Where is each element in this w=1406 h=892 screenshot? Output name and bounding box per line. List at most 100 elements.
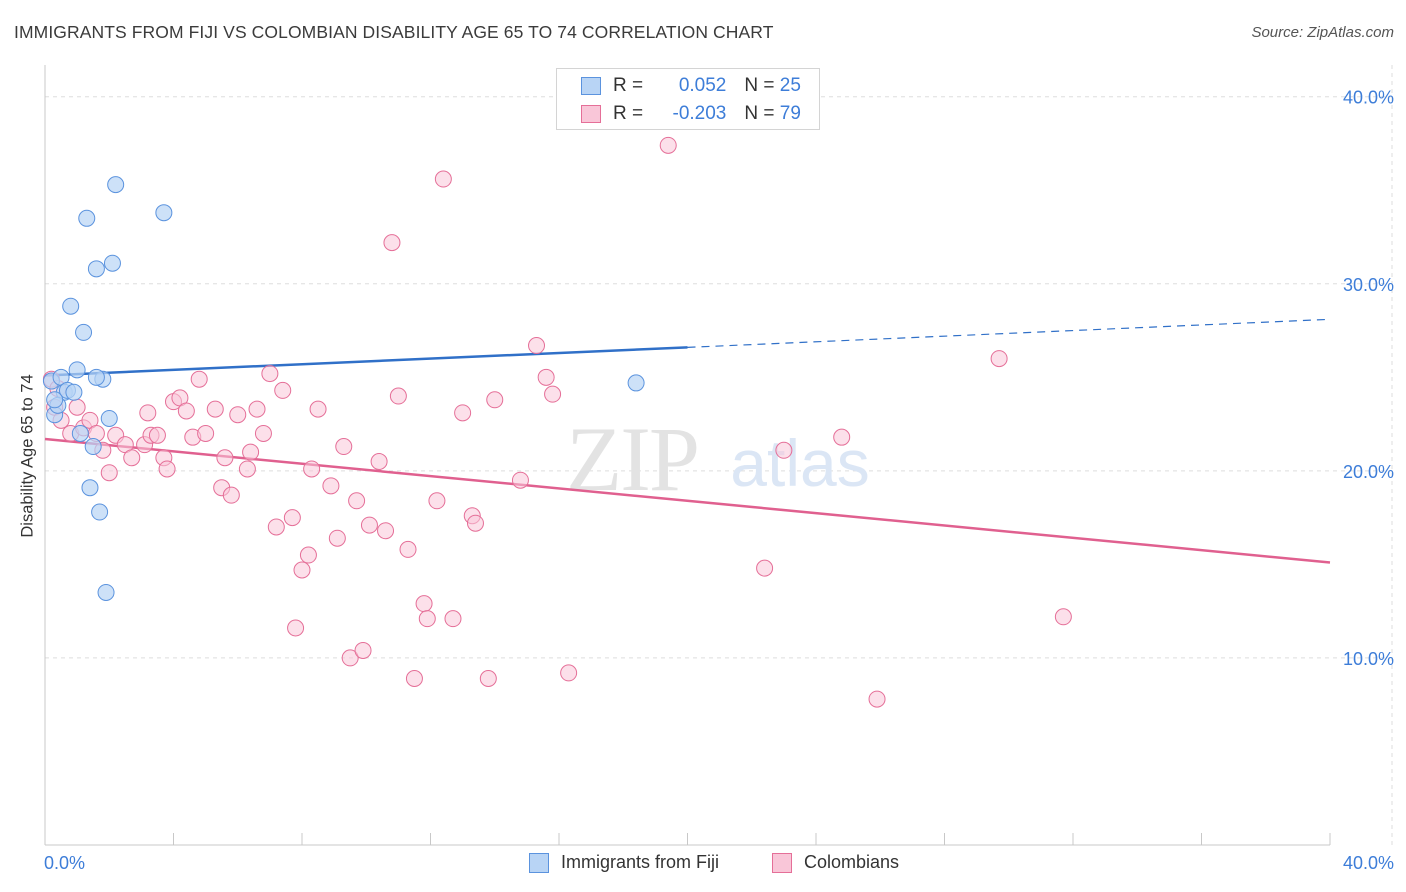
colombians-point <box>322 477 340 495</box>
colombians-point <box>254 424 272 442</box>
colombians-point <box>1054 608 1072 626</box>
n-value: 79 <box>779 103 801 124</box>
watermark-zip: ZIP <box>566 408 698 510</box>
colombians-point <box>242 443 260 461</box>
colombians-point <box>335 438 353 456</box>
colombians-point <box>990 350 1008 368</box>
colombians-point <box>537 368 555 386</box>
colombians-point <box>177 402 195 420</box>
fiji-point <box>84 438 102 456</box>
colombians-point <box>190 370 208 388</box>
y-tick-label: 10.0% <box>1343 649 1394 669</box>
colombians-point <box>479 670 497 688</box>
colombians-point <box>466 514 484 532</box>
colombians-point <box>511 471 529 489</box>
legend-label-fiji: Immigrants from Fiji <box>561 852 720 872</box>
y-tick-label: 30.0% <box>1343 275 1394 295</box>
fiji-point <box>627 374 645 392</box>
colombians-point <box>370 453 388 470</box>
legend-item-fiji[interactable]: Immigrants from Fiji <box>529 852 719 873</box>
colombians-point <box>158 460 176 478</box>
fiji-points <box>42 176 645 601</box>
fiji-point <box>78 209 96 227</box>
colombians-point <box>544 385 562 403</box>
y-tick-label: 40.0% <box>1343 88 1394 108</box>
fiji-point <box>75 323 93 341</box>
colombians-point <box>283 509 301 527</box>
colombians-point <box>341 649 359 667</box>
fiji-point <box>68 361 86 379</box>
fiji-point <box>46 391 64 409</box>
fiji-point <box>65 383 83 401</box>
colombians-point <box>360 516 378 534</box>
colombians-point <box>248 400 266 418</box>
y-tick-label: 20.0% <box>1343 462 1394 482</box>
colombians-point <box>434 170 452 188</box>
colombians-point <box>418 610 436 628</box>
colombians-trend-line <box>44 437 1331 564</box>
colombians-swatch <box>772 852 792 873</box>
correlation-legend: R = 0.052 N = 25 R = -0.203 N = 79 <box>556 68 820 130</box>
fiji-point <box>107 176 125 194</box>
fiji-point <box>87 260 105 278</box>
source-credit: Source: ZipAtlas.com <box>1251 24 1394 41</box>
colombians-point <box>139 404 157 422</box>
r-value: -0.203 <box>672 103 727 124</box>
colombians-point <box>216 449 234 467</box>
colombians-point <box>528 337 546 355</box>
colombians-point <box>267 518 285 536</box>
n-value: 25 <box>779 75 801 96</box>
colombians-point <box>206 400 224 418</box>
colombians-point <box>486 391 504 409</box>
colombians-point <box>399 540 417 558</box>
colombians-point <box>383 234 401 252</box>
colombians-point <box>348 492 366 510</box>
colombians-point <box>405 670 423 688</box>
legend-item-colombians[interactable]: Colombians <box>772 852 899 873</box>
colombians-point <box>775 441 793 459</box>
colombians-points <box>42 136 1072 708</box>
colombians-point <box>238 460 256 478</box>
tick-labels: 10.0% 20.0% 30.0% 40.0% 0.0% 40.0% <box>44 88 1394 873</box>
fiji-point <box>87 368 105 386</box>
colombians-point <box>100 464 118 482</box>
colombians-point <box>560 664 578 682</box>
colombians-point <box>428 492 446 510</box>
r-label: R = <box>613 103 649 124</box>
x-tick-label-left: 0.0% <box>44 853 85 873</box>
fiji-point <box>91 503 109 521</box>
legend-row-colombians: R = -0.203 N = 79 <box>581 100 801 128</box>
colombians-point <box>354 641 372 659</box>
colombians-point <box>833 428 851 446</box>
colombians-point <box>229 406 247 424</box>
fiji-point <box>100 409 118 427</box>
colombians-point <box>415 595 433 613</box>
fiji-point <box>97 583 115 601</box>
colombians-point <box>303 460 321 478</box>
fiji-point <box>81 479 99 497</box>
fiji-point <box>103 254 121 272</box>
series-legend: Immigrants from Fiji Colombians <box>0 852 1406 876</box>
colombians-swatch <box>581 105 601 123</box>
colombians-point <box>328 529 346 547</box>
colombians-point <box>299 546 317 564</box>
colombians-point <box>293 561 311 579</box>
n-label: N = <box>744 75 780 96</box>
colombians-point <box>287 619 305 637</box>
colombians-point <box>309 400 327 418</box>
colombians-point <box>444 610 462 628</box>
x-tick-label-right: 40.0% <box>1343 853 1394 873</box>
fiji-trend-line <box>44 346 688 377</box>
gridlines <box>45 65 1393 845</box>
colombians-point <box>222 486 240 504</box>
colombians-point <box>197 424 215 442</box>
colombians-point <box>377 522 395 540</box>
axes <box>44 65 1331 846</box>
fiji-point <box>155 204 173 222</box>
colombians-point <box>756 559 774 577</box>
colombians-point <box>868 690 886 708</box>
colombians-point <box>261 365 279 383</box>
colombians-point <box>274 381 292 399</box>
n-label: N = <box>744 103 780 124</box>
legend-label-colombians: Colombians <box>804 852 900 872</box>
